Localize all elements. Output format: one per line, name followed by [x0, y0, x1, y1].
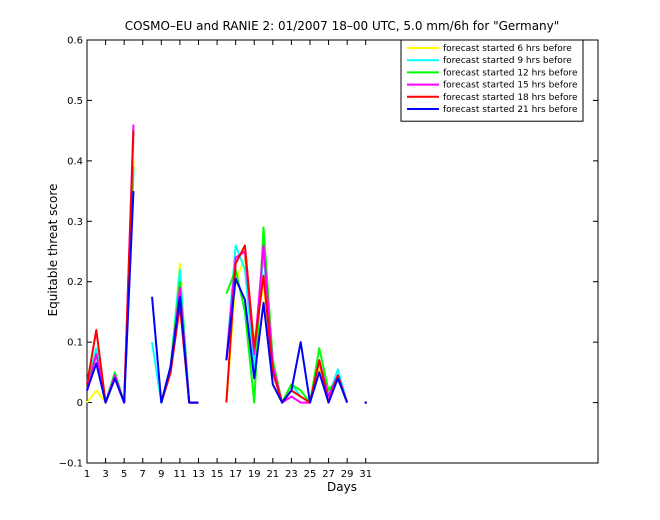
series-6 — [86, 191, 367, 404]
legend-entry: forecast started 6 hrs before — [443, 44, 572, 54]
y-tick-label: 0.5 — [67, 96, 83, 107]
y-tick-label: 0.1 — [67, 338, 83, 349]
y-tick-label: 0.3 — [67, 217, 83, 228]
x-tick-label: 23 — [285, 469, 298, 480]
legend-entry: forecast started 21 hrs before — [443, 105, 578, 115]
y-tick-label: 0.2 — [67, 277, 83, 288]
x-tick-label: 13 — [192, 469, 205, 480]
series-line — [151, 295, 199, 404]
y-tick-label: 0.6 — [67, 36, 83, 47]
x-axis-label: Days — [327, 480, 357, 494]
x-tick-label: 9 — [158, 469, 164, 480]
x-tick-label: 29 — [341, 469, 354, 480]
legend-entry: forecast started 9 hrs before — [443, 56, 572, 66]
x-tick-label: 25 — [304, 469, 317, 480]
legend-entry: forecast started 12 hrs before — [443, 68, 578, 78]
y-axis-label: Equitable threat score — [46, 184, 60, 317]
series-line — [86, 191, 135, 404]
series-line — [225, 226, 349, 404]
x-tick-label: 1 — [84, 469, 90, 480]
x-tick-label: 31 — [359, 469, 372, 480]
series-line — [225, 277, 349, 404]
legend: forecast started 6 hrs before forecast st… — [400, 39, 584, 122]
legend-entry: forecast started 18 hrs before — [443, 93, 578, 103]
x-tick-label: 3 — [102, 469, 108, 480]
y-tick-label: 0 — [77, 398, 83, 409]
x-tick-label: 19 — [248, 469, 261, 480]
x-tick-label: 11 — [174, 469, 187, 480]
x-tick-label: 17 — [229, 469, 242, 480]
x-tick-label: 21 — [266, 469, 279, 480]
x-tick-label: 5 — [121, 469, 127, 480]
y-tick-label: 0.4 — [67, 156, 83, 167]
chart-title: COSMO–EU and RANIE 2: 01/2007 18–00 UTC,… — [125, 19, 560, 33]
legend-box — [400, 39, 584, 122]
legend-entry: forecast started 15 hrs before — [443, 81, 578, 91]
x-tick-label: 15 — [211, 469, 224, 480]
x-tick-label: 7 — [140, 469, 146, 480]
y-tick-label: −0.1 — [59, 459, 83, 470]
x-tick-label: 27 — [322, 469, 335, 480]
